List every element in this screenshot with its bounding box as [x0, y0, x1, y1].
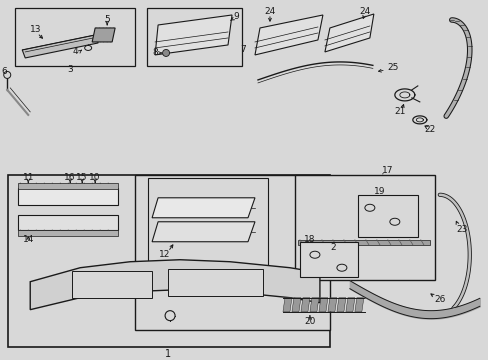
Text: 7: 7 — [240, 45, 245, 54]
Text: 24: 24 — [359, 8, 370, 17]
Bar — [299, 242, 357, 277]
Polygon shape — [18, 215, 118, 230]
Text: 26: 26 — [433, 295, 445, 304]
Polygon shape — [336, 298, 345, 312]
Bar — [72, 271, 152, 298]
Text: 17: 17 — [381, 166, 393, 175]
Circle shape — [165, 311, 175, 321]
Polygon shape — [30, 260, 319, 310]
Bar — [148, 178, 267, 278]
Text: 25: 25 — [387, 63, 398, 72]
Polygon shape — [254, 15, 322, 55]
Circle shape — [4, 71, 11, 78]
Circle shape — [162, 49, 169, 57]
Text: 4: 4 — [72, 48, 78, 57]
Text: 13: 13 — [29, 26, 41, 35]
Bar — [294, 175, 434, 280]
Polygon shape — [354, 298, 363, 312]
Text: 2: 2 — [329, 243, 335, 252]
Text: 5: 5 — [104, 15, 110, 24]
Polygon shape — [155, 15, 231, 55]
Polygon shape — [18, 188, 118, 205]
Polygon shape — [22, 35, 98, 58]
Polygon shape — [300, 298, 309, 312]
Polygon shape — [291, 298, 300, 312]
Text: 11: 11 — [22, 173, 34, 182]
Bar — [147, 8, 242, 66]
Text: 8: 8 — [152, 49, 158, 58]
Text: 21: 21 — [393, 107, 405, 116]
Text: 3: 3 — [67, 66, 73, 75]
Text: 10: 10 — [89, 173, 101, 182]
Text: 15: 15 — [76, 173, 88, 182]
Polygon shape — [345, 298, 354, 312]
Polygon shape — [92, 28, 115, 42]
Polygon shape — [309, 298, 318, 312]
Text: 23: 23 — [455, 225, 467, 234]
Bar — [8, 175, 329, 347]
Polygon shape — [283, 298, 291, 312]
Ellipse shape — [309, 251, 319, 258]
Bar — [15, 8, 135, 66]
Polygon shape — [152, 198, 254, 218]
Bar — [357, 195, 417, 237]
Text: 9: 9 — [233, 13, 239, 22]
Ellipse shape — [84, 45, 91, 50]
Text: 18: 18 — [304, 235, 315, 244]
Text: 22: 22 — [423, 125, 434, 134]
Polygon shape — [327, 298, 336, 312]
Text: 1: 1 — [164, 348, 171, 359]
Bar — [18, 230, 118, 236]
Bar — [18, 183, 118, 189]
Text: 12: 12 — [159, 250, 170, 259]
Ellipse shape — [389, 218, 399, 225]
Ellipse shape — [364, 204, 374, 211]
Text: 6: 6 — [1, 67, 7, 76]
Polygon shape — [318, 298, 327, 312]
Polygon shape — [152, 222, 254, 242]
Bar — [135, 175, 329, 330]
Polygon shape — [297, 240, 429, 245]
Text: 19: 19 — [373, 187, 385, 196]
Ellipse shape — [336, 264, 346, 271]
Polygon shape — [324, 14, 373, 52]
Text: 24: 24 — [264, 8, 275, 17]
Text: 16: 16 — [64, 173, 76, 182]
Bar — [168, 269, 263, 296]
Text: 20: 20 — [304, 317, 315, 326]
Text: 14: 14 — [22, 235, 34, 244]
